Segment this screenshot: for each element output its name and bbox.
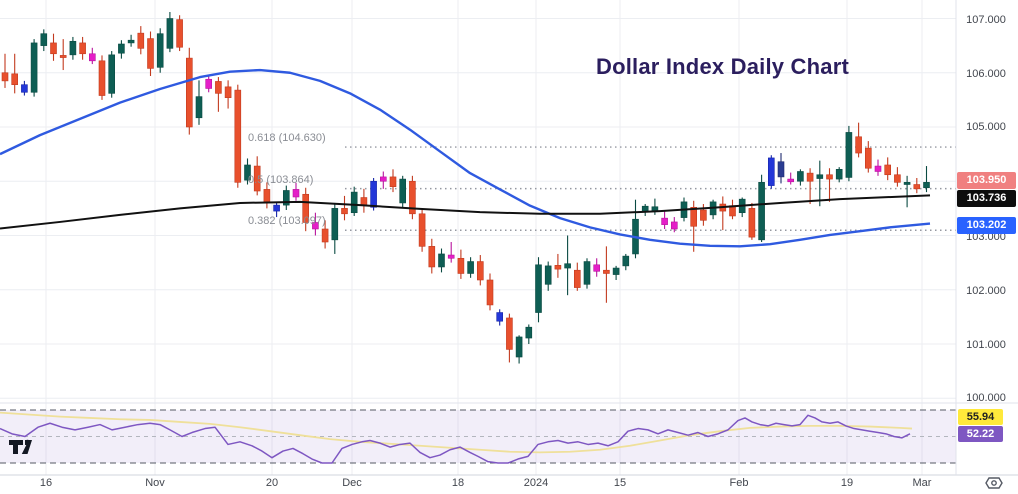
fib-level-label: 0.382 (103.097) [248, 215, 326, 228]
time-axis-label: 2024 [523, 477, 549, 489]
pane-separators [0, 0, 1018, 476]
rsi-band [0, 409, 956, 464]
chart-title: Dollar Index Daily Chart [596, 54, 849, 79]
price-axis-label: 105.000 [966, 121, 1006, 133]
fib-retracement-lines [345, 146, 956, 231]
rsi-lines [0, 411, 913, 464]
time-axis-label: Mar [912, 477, 932, 489]
price-badge: 103.202 [957, 217, 1016, 234]
price-axis-label: 101.000 [966, 339, 1006, 351]
time-axis-label: Nov [145, 477, 165, 489]
price-badge: 103.950 [957, 172, 1016, 189]
price-axis-label: 100.000 [966, 392, 1006, 404]
price-axis-label: 103.000 [966, 231, 1006, 243]
fib-level-label: 0.5 (103.864) [248, 173, 314, 186]
rsi-value-badge: 55.94 [958, 409, 1003, 425]
time-axis-label: 18 [451, 477, 465, 489]
gridlines [0, 0, 956, 475]
rsi-value-badge: 52.22 [958, 426, 1003, 442]
time-axis-label: 16 [39, 477, 53, 489]
time-axis-label: 20 [265, 477, 279, 489]
price-badge: 103.736 [957, 190, 1016, 207]
settings-hexagon-icon[interactable] [983, 474, 1005, 492]
time-axis-label: Dec [342, 477, 362, 489]
moving-averages [0, 68, 931, 248]
price-axis-label: 102.000 [966, 285, 1006, 297]
tradingview-logo-icon[interactable] [8, 438, 40, 456]
time-axis-label: 19 [840, 477, 854, 489]
price-axis-label: 107.000 [966, 14, 1006, 26]
price-axis-label: 106.000 [966, 68, 1006, 80]
time-axis-label: 15 [613, 477, 627, 489]
fib-level-label: 0.618 (104.630) [248, 132, 326, 145]
candlesticks [1, 11, 930, 364]
time-axis-label: Feb [729, 477, 749, 489]
